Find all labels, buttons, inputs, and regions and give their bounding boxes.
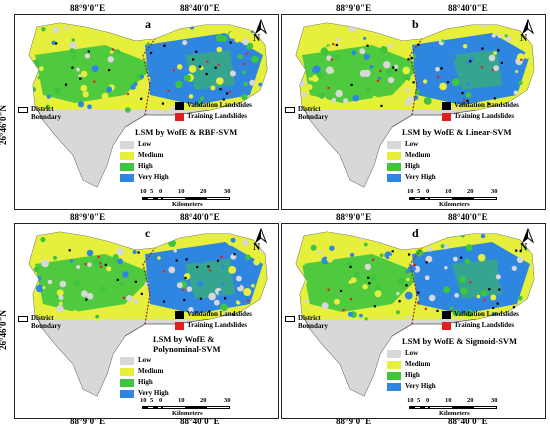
coord-bottom-left-d: 88°9'0"E <box>336 416 372 426</box>
coord-bottom-left-c: 88°9'0"E <box>70 416 106 426</box>
north-arrow-icon: N <box>520 227 540 258</box>
class-label: Medium <box>405 360 431 368</box>
training-label: Training Landslides <box>454 112 514 120</box>
north-label: N <box>520 242 528 253</box>
boundary-label: District Boundary <box>31 314 61 330</box>
coord-bottom-right-d: 88°40'0"E <box>448 416 488 426</box>
training-label: Training Landslides <box>187 112 247 120</box>
coord-top-right-b: 88°40'0"E <box>448 3 488 13</box>
boundary-swatch <box>18 107 28 113</box>
class-label: High <box>138 378 153 386</box>
north-label: N <box>253 242 261 253</box>
coord-mid-right-b: 88°40'0"E <box>448 212 488 222</box>
map-title: LSM by WofE & RBF-SVM <box>135 127 238 137</box>
class-label: Medium <box>138 367 164 375</box>
class-label: Very High <box>138 173 169 181</box>
class-label: Low <box>405 349 419 357</box>
map-panel-b: b N District Boundary Validation Landslid… <box>281 14 546 210</box>
training-label: Training Landslides <box>187 321 247 329</box>
boundary-label: District Boundary <box>298 105 328 121</box>
coord-top-right-a: 88°40'0"E <box>180 3 220 13</box>
coord-top-left-b: 88°9'0"E <box>336 3 372 13</box>
scale-unit: Kilometers <box>439 410 470 417</box>
coord-lat-left-top: 26°46'0"N <box>0 104 9 146</box>
panel-letter: b <box>412 17 419 31</box>
class-label: Medium <box>138 151 164 159</box>
map-panel-c: c N District Boundary Validation Landslid… <box>14 223 279 419</box>
map-title: LSM by WofE & Sigmoid-SVM <box>402 336 518 346</box>
class-label: Medium <box>405 151 431 159</box>
class-label: High <box>405 162 420 170</box>
map-title: LSM by WofE & Linear-SVM <box>402 127 512 137</box>
scale-unit: Kilometers <box>172 410 203 417</box>
scale-bar: 10 5 0 10 20 30 Kilometers <box>140 188 231 208</box>
coord-top-left-a: 88°9'0"E <box>70 3 106 13</box>
class-label: Low <box>138 140 152 148</box>
map-title: LSM by WofE & Polynominal-SVM <box>153 334 221 354</box>
panel-letter: c <box>145 226 151 240</box>
training-label: Training Landslides <box>454 321 514 329</box>
north-arrow-icon: N <box>520 18 540 49</box>
north-arrow-icon: N <box>253 227 273 258</box>
panel-letter: d <box>412 226 419 240</box>
north-arrow-icon: N <box>253 18 273 49</box>
north-label: N <box>520 33 528 44</box>
scale-unit: Kilometers <box>439 201 470 208</box>
north-label: N <box>253 33 261 44</box>
class-label: Low <box>138 356 152 364</box>
coord-mid-right-a: 88°40'0"E <box>180 212 220 222</box>
class-label: Very High <box>405 173 436 181</box>
scale-unit: Kilometers <box>172 201 203 208</box>
validation-label: Validation Landslides <box>454 101 519 109</box>
class-label: Low <box>405 140 419 148</box>
coord-lat-left-bottom: 26°46'0"N <box>0 309 9 351</box>
scale-bar: 10 5 0 10 20 30 Kilometers <box>407 397 498 417</box>
map-panel-d: d N District Boundary Validation Landslid… <box>281 223 546 419</box>
boundary-label: District Boundary <box>31 105 61 121</box>
panel-letter: a <box>145 17 151 31</box>
scale-bar: 10 5 0 10 20 30 Kilometers <box>140 397 231 417</box>
class-label: Very High <box>405 382 436 390</box>
validation-label: Validation Landslides <box>454 310 519 318</box>
map-panel-a: a N District Boundary Validation Landslid… <box>14 14 279 210</box>
boundary-swatch <box>18 316 28 322</box>
coord-mid-left-b: 88°9'0"E <box>336 212 372 222</box>
boundary-label: District Boundary <box>298 314 328 330</box>
class-label: Very High <box>138 389 169 397</box>
coord-mid-left-a: 88°9'0"E <box>70 212 106 222</box>
class-label: High <box>405 371 420 379</box>
validation-label: Validation Landslides <box>187 310 252 318</box>
validation-label: Validation Landslides <box>187 101 252 109</box>
class-label: High <box>138 162 153 170</box>
coord-bottom-right-c: 88°40'0"E <box>180 416 220 426</box>
boundary-swatch <box>285 107 295 113</box>
boundary-swatch <box>285 316 295 322</box>
scale-bar: 10 5 0 10 20 30 Kilometers <box>407 188 498 208</box>
